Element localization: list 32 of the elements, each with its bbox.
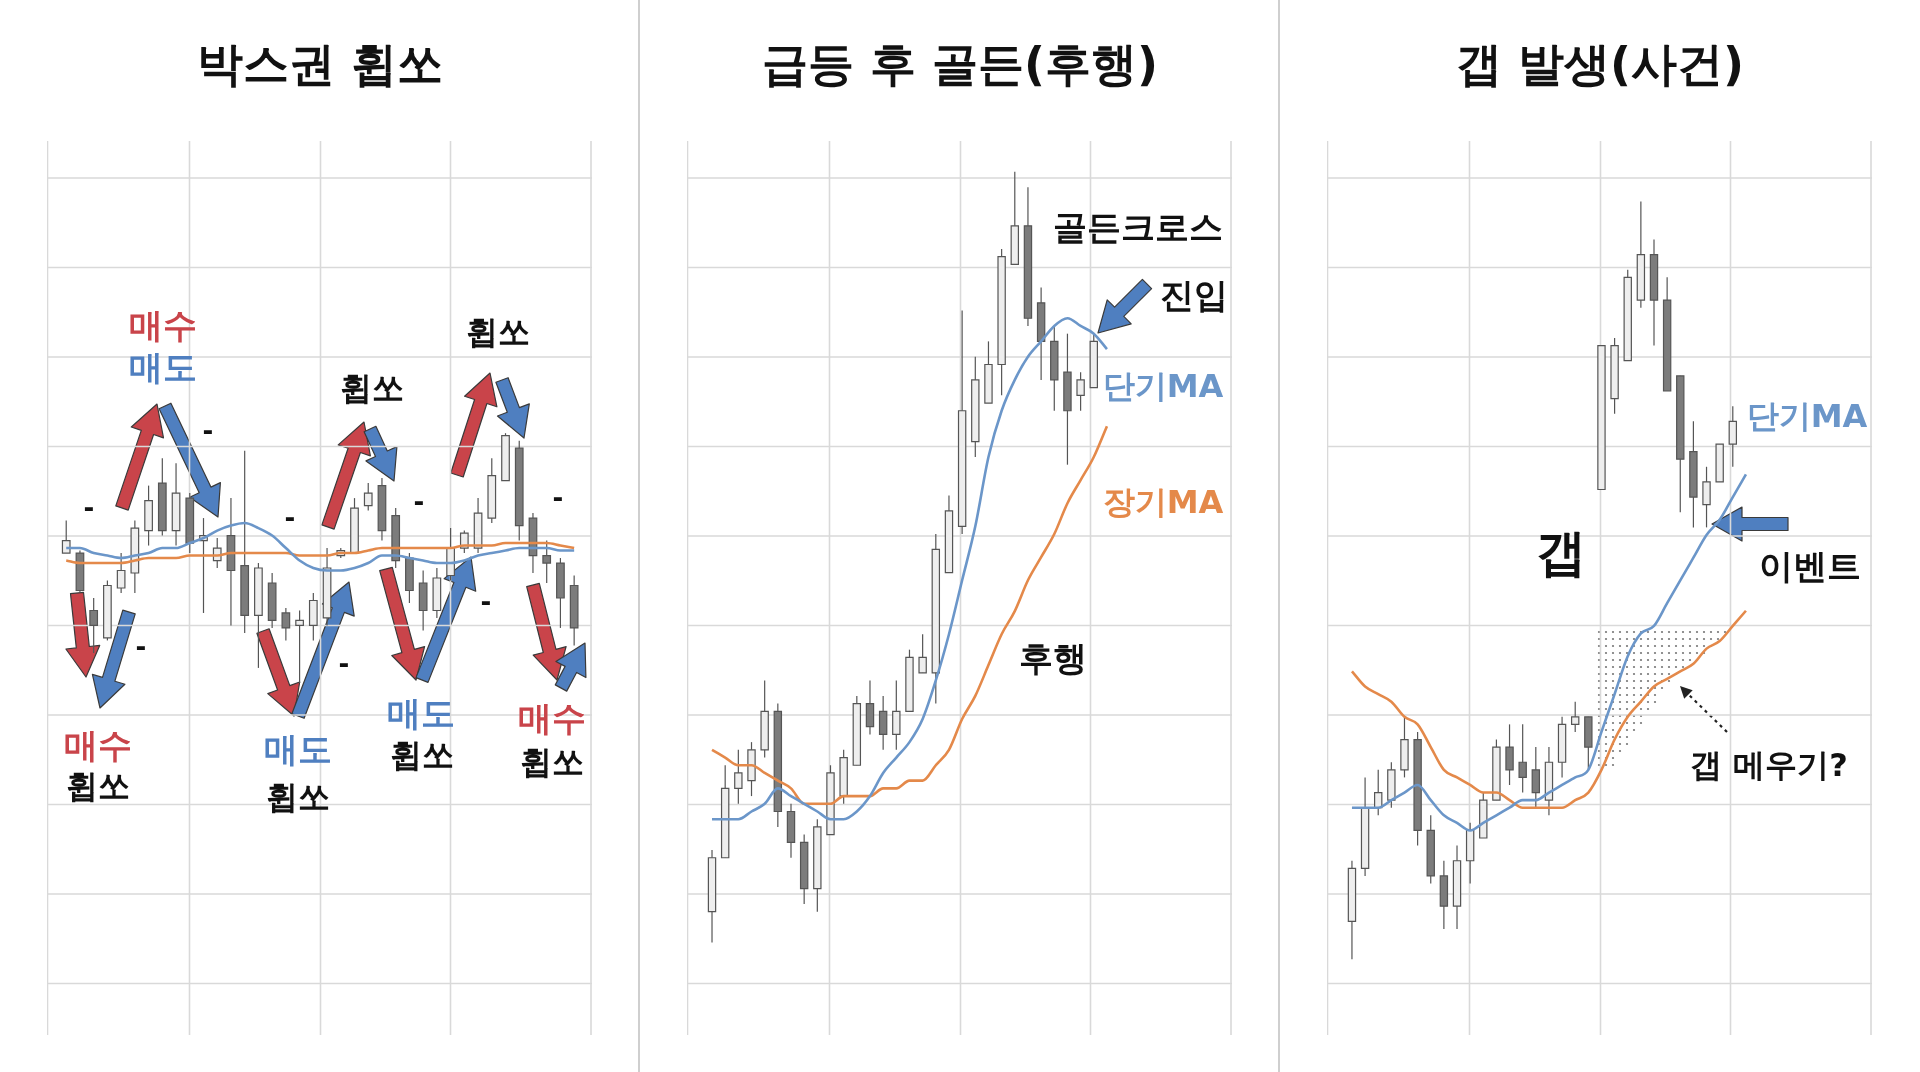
annotation: 골든크로스 xyxy=(1053,207,1223,247)
text: 매도 xyxy=(129,347,197,387)
annotation: 갭 메우기? xyxy=(1690,746,1848,784)
text: 휩쏘 xyxy=(466,313,530,351)
text: 휩쏘 xyxy=(390,736,454,774)
chart-title: 급등 후 골든(후행) xyxy=(760,36,1160,93)
annotation: - xyxy=(413,487,425,517)
text: 휩쏘 xyxy=(66,767,130,805)
text: 매도 xyxy=(387,693,455,733)
text: 매수 xyxy=(64,725,132,765)
annotation: - xyxy=(284,503,296,533)
annotation: - xyxy=(552,483,564,513)
chart-title: 갭 발생(사건) xyxy=(1454,36,1746,93)
annotation: 갭 xyxy=(1536,524,1586,582)
annotation: - xyxy=(480,587,492,617)
text: 진입 xyxy=(1160,275,1228,315)
text: 휩쏘 xyxy=(520,743,584,781)
series-label: 단기MA xyxy=(1746,397,1868,435)
text: 매수 xyxy=(518,698,586,738)
annotation: - xyxy=(202,416,214,446)
text: 휩쏘 xyxy=(340,369,404,407)
series-label: 단기MA xyxy=(1102,367,1224,405)
annotation: 후행 xyxy=(1019,638,1087,678)
annotation: - xyxy=(338,649,350,679)
series-label: 장기MA xyxy=(1102,483,1224,521)
annotation: - xyxy=(135,632,147,662)
chart-title: 박스권 휩쏘 xyxy=(196,36,444,93)
text: 매도 xyxy=(264,729,332,769)
annotation: - xyxy=(83,493,95,523)
text: 매수 xyxy=(129,305,197,345)
text: 휩쏘 xyxy=(266,778,330,816)
text: 이벤트 xyxy=(1759,546,1861,586)
